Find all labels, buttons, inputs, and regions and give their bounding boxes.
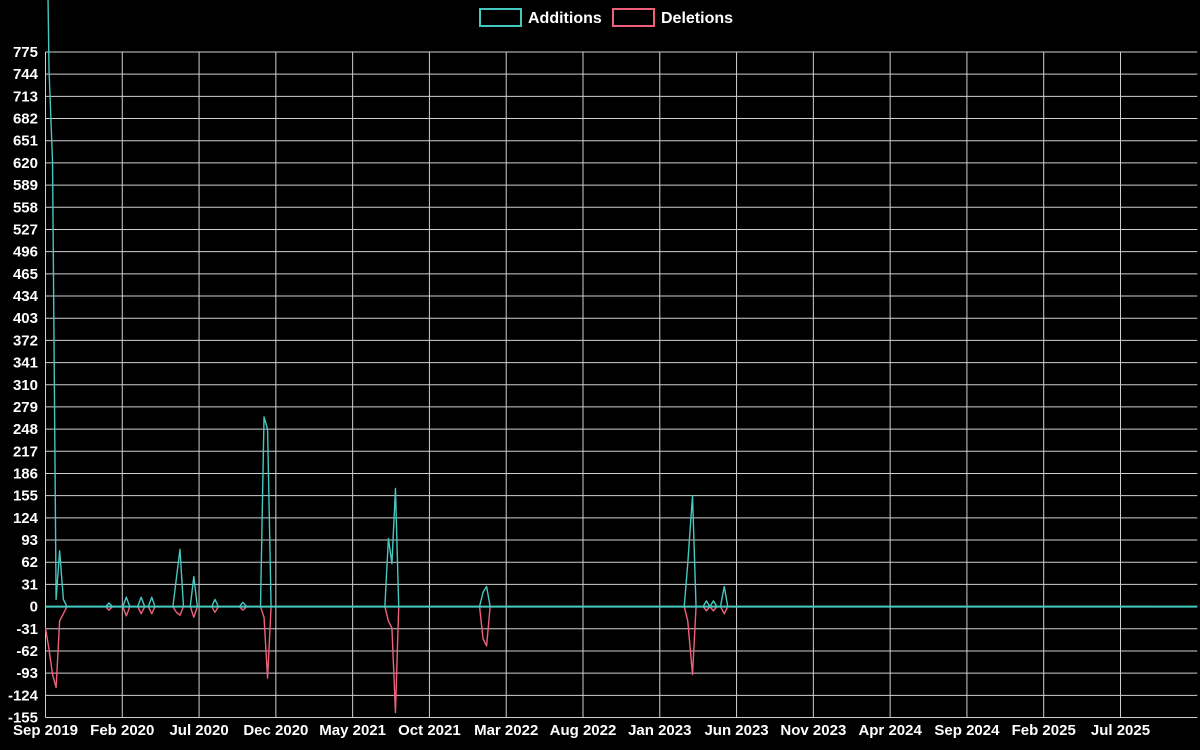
svg-text:341: 341 bbox=[13, 355, 38, 372]
svg-text:-93: -93 bbox=[16, 665, 38, 682]
svg-text:Jan 2023: Jan 2023 bbox=[628, 722, 691, 739]
svg-text:310: 310 bbox=[13, 377, 38, 394]
svg-text:Sep 2019: Sep 2019 bbox=[13, 722, 78, 739]
svg-text:682: 682 bbox=[13, 111, 38, 128]
svg-text:31: 31 bbox=[21, 576, 38, 593]
svg-text:124: 124 bbox=[13, 510, 39, 527]
svg-text:-62: -62 bbox=[16, 643, 38, 660]
svg-text:620: 620 bbox=[13, 155, 38, 172]
svg-text:217: 217 bbox=[13, 443, 38, 460]
svg-text:496: 496 bbox=[13, 244, 38, 261]
svg-text:Nov 2023: Nov 2023 bbox=[780, 722, 846, 739]
svg-text:Jul 2025: Jul 2025 bbox=[1091, 722, 1150, 739]
svg-text:651: 651 bbox=[13, 133, 38, 150]
svg-text:Additions: Additions bbox=[528, 10, 602, 27]
svg-text:-31: -31 bbox=[16, 621, 38, 638]
svg-text:589: 589 bbox=[13, 177, 38, 194]
svg-text:155: 155 bbox=[13, 488, 38, 505]
svg-text:Dec 2020: Dec 2020 bbox=[243, 722, 308, 739]
svg-text:May 2021: May 2021 bbox=[319, 722, 386, 739]
svg-text:775: 775 bbox=[13, 44, 38, 61]
svg-text:Jul 2020: Jul 2020 bbox=[169, 722, 228, 739]
svg-text:62: 62 bbox=[21, 554, 38, 571]
svg-text:Deletions: Deletions bbox=[661, 10, 733, 27]
svg-text:744: 744 bbox=[13, 66, 39, 83]
svg-text:-124: -124 bbox=[8, 687, 39, 704]
svg-text:Jun 2023: Jun 2023 bbox=[704, 722, 768, 739]
svg-text:Feb 2025: Feb 2025 bbox=[1012, 722, 1076, 739]
svg-text:434: 434 bbox=[13, 288, 39, 305]
svg-text:93: 93 bbox=[21, 532, 38, 549]
svg-text:465: 465 bbox=[13, 266, 38, 283]
svg-text:248: 248 bbox=[13, 421, 38, 438]
svg-text:Sep 2024: Sep 2024 bbox=[934, 722, 1000, 739]
svg-text:558: 558 bbox=[13, 199, 38, 216]
svg-text:Feb 2020: Feb 2020 bbox=[90, 722, 154, 739]
svg-text:186: 186 bbox=[13, 465, 38, 482]
svg-text:Oct 2021: Oct 2021 bbox=[398, 722, 461, 739]
svg-text:Mar 2022: Mar 2022 bbox=[474, 722, 538, 739]
svg-text:713: 713 bbox=[13, 88, 38, 105]
svg-text:Apr 2024: Apr 2024 bbox=[858, 722, 922, 739]
svg-text:0: 0 bbox=[30, 599, 38, 616]
svg-text:Aug 2022: Aug 2022 bbox=[550, 722, 617, 739]
svg-text:403: 403 bbox=[13, 310, 38, 327]
svg-text:279: 279 bbox=[13, 399, 38, 416]
svg-text:527: 527 bbox=[13, 221, 38, 238]
svg-text:372: 372 bbox=[13, 332, 38, 349]
